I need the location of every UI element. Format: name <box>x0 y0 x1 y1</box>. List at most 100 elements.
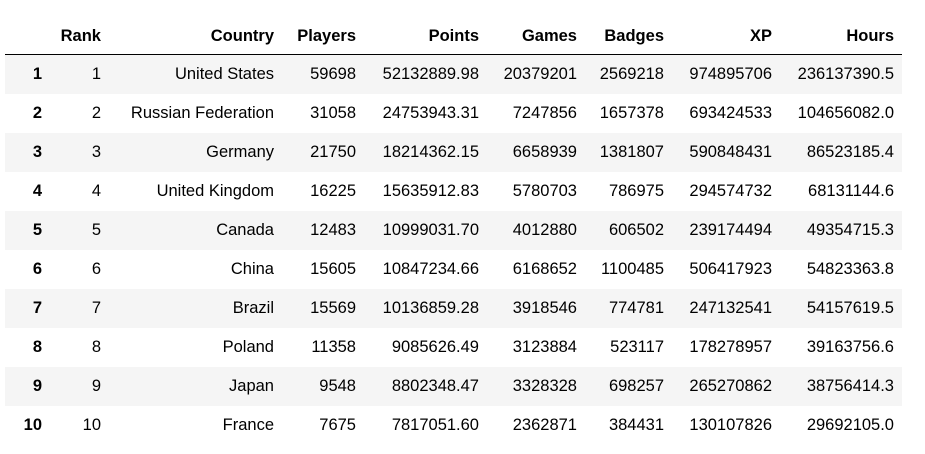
cell-rank: 6 <box>91 260 101 278</box>
cell-rank: 10 <box>82 416 101 434</box>
cell-rank: 2 <box>91 104 101 122</box>
cell-rank: 8 <box>91 338 101 356</box>
cell-badges: 698257 <box>608 377 664 395</box>
cell-badges: 786975 <box>608 182 664 200</box>
cell-hours: 68131144.6 <box>808 182 894 200</box>
table-row: 3 3 Germany 21750 18214362.15 6658939 13… <box>5 133 902 172</box>
cell-badges: 606502 <box>608 221 664 239</box>
cell-hours: 49354715.3 <box>806 221 894 239</box>
cell-badges: 1381807 <box>599 143 664 161</box>
table-row: 5 5 Canada 12483 10999031.70 4012880 606… <box>5 211 902 250</box>
cell-points: 52132889.98 <box>382 65 479 83</box>
cell-hours: 54157619.5 <box>806 299 894 317</box>
row-index: 3 <box>32 143 42 161</box>
row-index: 10 <box>23 416 42 434</box>
cell-xp: 130107826 <box>689 416 772 434</box>
cell-xp: 693424533 <box>689 104 772 122</box>
cell-country: Canada <box>216 221 274 239</box>
table-row: 4 4 United Kingdom 16225 15635912.83 578… <box>5 172 902 211</box>
cell-points: 9085626.49 <box>391 338 479 356</box>
row-index: 1 <box>32 65 42 83</box>
cell-badges: 774781 <box>608 299 664 317</box>
cell-xp: 590848431 <box>689 143 772 161</box>
cell-country: Japan <box>229 377 274 395</box>
column-header-rank: Rank <box>50 18 109 55</box>
cell-xp: 247132541 <box>689 299 772 317</box>
table-body: 1 1 United States 59698 52132889.98 2037… <box>5 54 902 445</box>
cell-games: 5780703 <box>512 182 577 200</box>
cell-players: 15605 <box>310 260 356 278</box>
cell-xp: 265270862 <box>689 377 772 395</box>
cell-hours: 38756414.3 <box>806 377 894 395</box>
row-index: 8 <box>32 338 42 356</box>
cell-hours: 86523185.4 <box>806 143 894 161</box>
cell-hours: 54823363.8 <box>806 260 894 278</box>
cell-xp: 178278957 <box>689 338 772 356</box>
cell-games: 4012880 <box>512 221 577 239</box>
row-index: 9 <box>32 377 42 395</box>
column-header-country: Country <box>109 18 282 55</box>
row-index: 7 <box>32 299 42 317</box>
cell-players: 16225 <box>310 182 356 200</box>
cell-points: 18214362.15 <box>382 143 479 161</box>
column-header-players: Players <box>282 18 364 55</box>
cell-players: 11358 <box>311 338 356 356</box>
cell-badges: 1657378 <box>599 104 664 122</box>
cell-players: 9548 <box>319 377 356 395</box>
table-row: 10 10 France 7675 7817051.60 2362871 384… <box>5 406 902 445</box>
cell-country: Poland <box>222 338 274 356</box>
dataframe-table: Rank Country Players Points Games Badges… <box>5 18 902 445</box>
cell-badges: 2569218 <box>599 65 664 83</box>
cell-games: 20379201 <box>503 65 577 83</box>
cell-country: France <box>222 416 274 434</box>
table-row: 9 9 Japan 9548 8802348.47 3328328 698257… <box>5 367 902 406</box>
column-header-hours: Hours <box>780 18 902 55</box>
table-header: Rank Country Players Points Games Badges… <box>5 18 902 55</box>
cell-players: 59698 <box>310 65 356 83</box>
header-row: Rank Country Players Points Games Badges… <box>5 18 902 55</box>
cell-players: 12483 <box>310 221 356 239</box>
cell-hours: 39163756.6 <box>806 338 894 356</box>
cell-rank: 5 <box>91 221 101 239</box>
cell-points: 10847234.66 <box>382 260 479 278</box>
cell-rank: 9 <box>91 377 101 395</box>
cell-points: 7817051.60 <box>391 416 479 434</box>
cell-games: 6658939 <box>512 143 577 161</box>
row-index: 6 <box>32 260 42 278</box>
cell-rank: 7 <box>91 299 101 317</box>
cell-games: 6168652 <box>512 260 577 278</box>
cell-hours: 236137390.5 <box>797 65 894 83</box>
column-header-games: Games <box>487 18 585 55</box>
row-index: 4 <box>32 182 42 200</box>
cell-players: 21750 <box>310 143 356 161</box>
cell-country: United States <box>174 65 274 83</box>
table-row: 1 1 United States 59698 52132889.98 2037… <box>5 54 902 94</box>
cell-badges: 523117 <box>610 338 664 356</box>
cell-players: 7675 <box>319 416 356 434</box>
cell-country: Russian Federation <box>130 104 274 122</box>
cell-players: 31058 <box>310 104 356 122</box>
cell-points: 8802348.47 <box>391 377 479 395</box>
column-header-points: Points <box>364 18 487 55</box>
table-row: 2 2 Russian Federation 31058 24753943.31… <box>5 94 902 133</box>
cell-country: Brazil <box>232 299 274 317</box>
cell-games: 7247856 <box>512 104 577 122</box>
cell-points: 10999031.70 <box>382 221 479 239</box>
cell-country: Germany <box>206 143 274 161</box>
cell-points: 10136859.28 <box>382 299 479 317</box>
cell-badges: 384431 <box>608 416 664 434</box>
column-header-badges: Badges <box>585 18 672 55</box>
column-header-index <box>5 18 50 55</box>
cell-games: 3918546 <box>512 299 577 317</box>
row-index: 2 <box>32 104 42 122</box>
cell-rank: 4 <box>91 182 101 200</box>
row-index: 5 <box>32 221 42 239</box>
cell-players: 15569 <box>310 299 356 317</box>
cell-xp: 506417923 <box>689 260 772 278</box>
cell-xp: 294574732 <box>689 182 772 200</box>
cell-rank: 1 <box>91 65 101 83</box>
dataframe-container: Rank Country Players Points Games Badges… <box>5 18 902 445</box>
table-row: 7 7 Brazil 15569 10136859.28 3918546 774… <box>5 289 902 328</box>
table-row: 8 8 Poland 11358 9085626.49 3123884 5231… <box>5 328 902 367</box>
cell-xp: 239174494 <box>689 221 772 239</box>
